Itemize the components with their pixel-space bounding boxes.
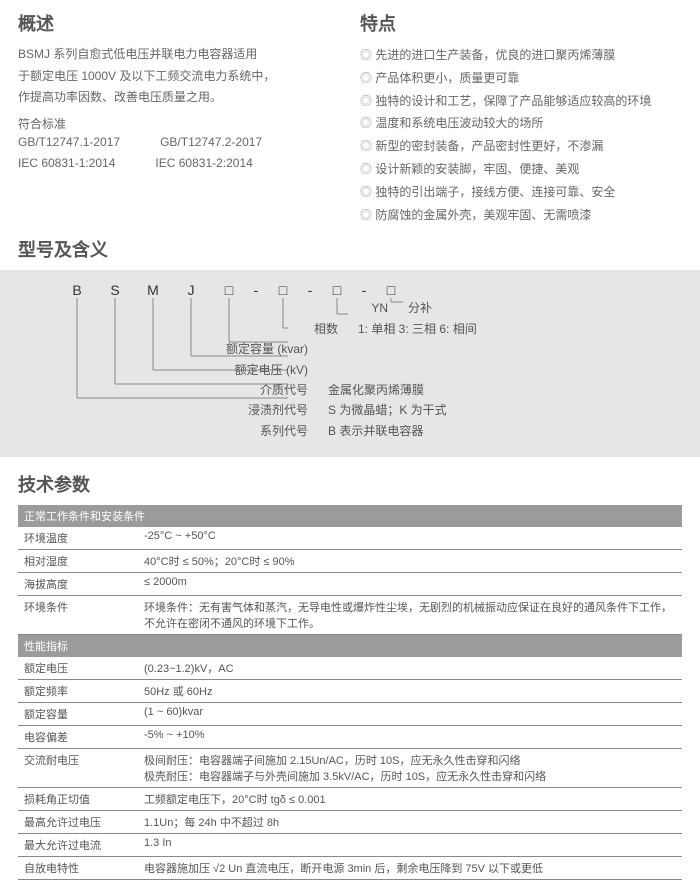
table-row: 最高允许过电压1.1Un；每 24h 中不超过 8h bbox=[18, 811, 682, 834]
table-row: 环境温度-25°C ~ +50°C bbox=[18, 527, 682, 550]
model-section: 型号及含义 B S M J □ - □ - □ - □ bbox=[18, 236, 682, 457]
table-row: 电容偏差-5% ~ +10% bbox=[18, 726, 682, 749]
table-row: 最大允许过电流1.3 In bbox=[18, 834, 682, 857]
std-cell: IEC 60831-1:2014 bbox=[18, 153, 115, 175]
model-code: B S M J □ - □ - □ - □ bbox=[58, 282, 682, 298]
overview-section: 概述 BSMJ 系列自愈式低电压并联电力电容器适用 于额定电压 1000V 及以… bbox=[18, 10, 340, 226]
feature-item: 新型的密封装备，产品密封性更好，不渗漏 bbox=[360, 135, 682, 158]
feature-item: 防腐蚀的金属外壳，美观牢固、无需喷漆 bbox=[360, 204, 682, 227]
table-row: 自放电特性电容器施加压 √2 Un 直流电压，断开电源 3min 后，剩余电压降… bbox=[18, 857, 682, 880]
overview-title: 概述 bbox=[18, 10, 340, 36]
table-row: 交流耐电压极间耐压：电容器端子间施加 2.15Un/AC，历时 10S，应无永久… bbox=[18, 749, 682, 788]
feature-item: 产品体积更小，质量更可靠 bbox=[360, 67, 682, 90]
feature-item: 独特的设计和工艺，保障了产品能够适应较高的环境 bbox=[360, 90, 682, 113]
tech-title: 技术参数 bbox=[18, 471, 682, 497]
features-section: 特点 先进的进口生产装备，优良的进口聚丙烯薄膜 产品体积更小，质量更可靠 独特的… bbox=[360, 10, 682, 226]
table-row: 海拔高度≤ 2000m bbox=[18, 573, 682, 596]
feature-item: 独特的引出端子，接线方便、连接可靠、安全 bbox=[360, 181, 682, 204]
table-row: 额定频率50Hz 或 60Hz bbox=[18, 680, 682, 703]
overview-desc: BSMJ 系列自愈式低电压并联电力电容器适用 于额定电压 1000V 及以下工频… bbox=[18, 44, 340, 109]
tech-section: 技术参数 正常工作条件和安装条件 环境温度-25°C ~ +50°C 相对湿度4… bbox=[18, 471, 682, 880]
table-row: 额定容量(1 ~ 60)kvar bbox=[18, 703, 682, 726]
standards-block: 符合标准 GB/T12747.1-2017 GB/T12747.2-2017 I… bbox=[18, 115, 340, 175]
feature-item: 设计新颖的安装脚，牢固、便捷、美观 bbox=[360, 158, 682, 181]
std-cell: GB/T12747.1-2017 bbox=[18, 132, 120, 154]
table-row: 环境条件环境条件：无有害气体和蒸汽，无导电性或爆炸性尘埃，无剧烈的机械振动应保证… bbox=[18, 596, 682, 635]
features-title: 特点 bbox=[360, 10, 682, 36]
std-cell: GB/T12747.2-2017 bbox=[160, 132, 262, 154]
group-header: 性能指标 bbox=[18, 635, 682, 658]
group-header: 正常工作条件和安装条件 bbox=[18, 505, 682, 527]
table-row: 额定电压(0.23~1.2)kV，AC bbox=[18, 657, 682, 680]
tech-table: 正常工作条件和安装条件 环境温度-25°C ~ +50°C 相对湿度40°C时 … bbox=[18, 505, 682, 880]
model-title: 型号及含义 bbox=[18, 236, 682, 262]
features-list: 先进的进口生产装备，优良的进口聚丙烯薄膜 产品体积更小，质量更可靠 独特的设计和… bbox=[360, 44, 682, 226]
table-row: 相对湿度40°C时 ≤ 50%；20°C时 ≤ 90% bbox=[18, 550, 682, 573]
feature-item: 先进的进口生产装备，优良的进口聚丙烯薄膜 bbox=[360, 44, 682, 67]
feature-item: 温度和系统电压波动较大的场所 bbox=[360, 112, 682, 135]
std-cell: IEC 60831-2:2014 bbox=[155, 153, 252, 175]
table-row: 损耗角正切值工频额定电压下，20°C时 tgδ ≤ 0.001 bbox=[18, 788, 682, 811]
